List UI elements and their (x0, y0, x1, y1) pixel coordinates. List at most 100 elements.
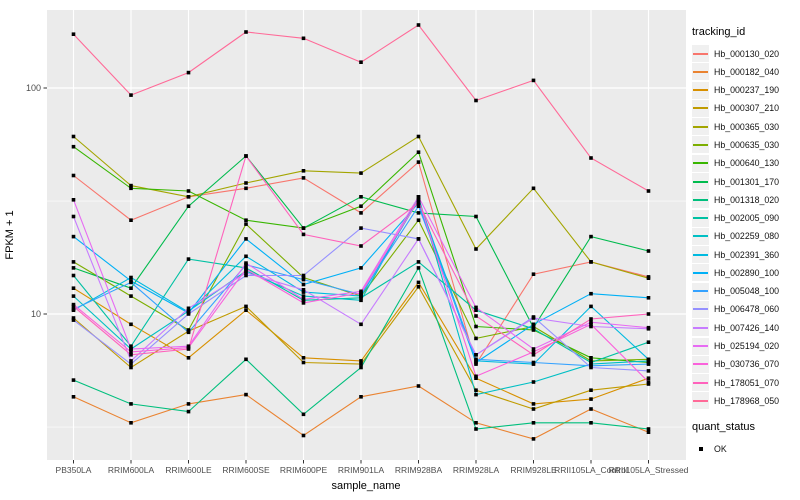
legend: tracking_id Hb_000130_020 Hb_000182_040 Hb… (692, 26, 798, 459)
data-point (301, 412, 306, 417)
series-line-icon (693, 125, 708, 128)
legend-item: Hb_002890_100 (692, 264, 798, 282)
legend-key-swatch (692, 227, 709, 245)
data-point (71, 378, 76, 382)
data-point (301, 277, 306, 282)
legend-key-swatch (692, 154, 709, 172)
legend-item: Hb_000635_030 (692, 136, 798, 154)
data-point (589, 421, 593, 425)
data-point (244, 186, 248, 191)
legend-item-label: Hb_002259_080 (714, 231, 780, 242)
legend-item-label: Hb_000307_210 (714, 103, 780, 114)
data-point (71, 266, 76, 270)
legend-item-label: Hb_002890_100 (714, 267, 780, 278)
x-tick-label: PB350LA (56, 465, 92, 475)
data-point (359, 322, 363, 327)
data-point (244, 269, 248, 273)
data-point (301, 294, 306, 298)
x-tick-label: RRIM600SE (222, 465, 270, 475)
data-point (301, 275, 306, 280)
series-line-icon (693, 253, 708, 256)
data-point (71, 134, 76, 139)
data-point (474, 98, 478, 103)
data-point (301, 282, 306, 287)
data-point (531, 380, 536, 384)
series-line-icon (693, 381, 708, 384)
data-point (71, 302, 76, 307)
data-point (186, 195, 191, 199)
legend-key-swatch (692, 99, 709, 117)
legend-key-swatch (692, 392, 709, 410)
data-point (416, 23, 421, 27)
legend-item: Hb_005048_100 (692, 282, 798, 300)
data-point (71, 214, 76, 219)
data-point (186, 70, 191, 75)
data-point (71, 395, 76, 399)
legend-key-swatch (692, 440, 709, 458)
legend-item-label: Hb_002391_360 (714, 249, 780, 260)
data-point (589, 260, 593, 264)
data-point (646, 369, 651, 373)
data-point (646, 430, 651, 434)
legend-item: Hb_000182_040 (692, 63, 798, 81)
x-tick-label: RRIM600PE (280, 465, 328, 475)
data-point (416, 211, 421, 215)
data-point (129, 275, 133, 280)
data-point (129, 402, 133, 406)
data-point (129, 280, 133, 285)
data-point (359, 298, 363, 303)
data-point (646, 380, 651, 384)
y-tick-label: 10 (31, 309, 41, 319)
legend-key-swatch (692, 118, 709, 136)
data-point (301, 232, 306, 237)
legend-item-label: Hb_000365_030 (714, 121, 780, 132)
data-point (416, 237, 421, 241)
data-point (359, 365, 363, 370)
x-tick-label: RRII105LA_Stressed (609, 465, 689, 475)
legend-key-swatch (692, 355, 709, 373)
data-point (186, 328, 191, 332)
data-point (589, 320, 593, 324)
data-point (129, 362, 133, 366)
series-line-icon (693, 308, 708, 311)
data-point (244, 273, 248, 278)
x-tick-label: RRIM928LA (453, 465, 500, 475)
data-point (301, 176, 306, 180)
legend-item-label: Hb_002005_090 (714, 213, 780, 224)
legend-item: Hb_002259_080 (692, 227, 798, 245)
data-point (301, 288, 306, 292)
data-point (244, 304, 248, 309)
legend-item-label: OK (714, 443, 727, 454)
data-point (531, 350, 536, 354)
legend-item-label: Hb_030736_070 (714, 359, 780, 370)
data-point (646, 382, 651, 386)
data-point (71, 286, 76, 290)
data-point (129, 294, 133, 298)
legend-key-swatch (692, 209, 709, 227)
legend-item: Hb_001301_170 (692, 173, 798, 191)
series-line-icon (693, 345, 708, 348)
legend-item-label: Hb_001301_170 (714, 176, 780, 187)
legend-item: Hb_030736_070 (692, 355, 798, 373)
data-point (589, 291, 593, 296)
data-point (589, 317, 593, 321)
data-point (301, 273, 306, 278)
data-point (71, 144, 76, 149)
data-point (359, 204, 363, 208)
data-point (129, 344, 133, 348)
data-point (589, 156, 593, 160)
data-point (301, 356, 306, 360)
legend-key-swatch (692, 300, 709, 318)
data-point (474, 247, 478, 251)
data-point (531, 186, 536, 191)
data-point (359, 211, 363, 215)
data-point (646, 376, 651, 380)
legend-key-swatch (692, 246, 709, 264)
data-point (71, 273, 76, 278)
axes: 100 10 PB350LA RRIM600LA RRIM600LE RRIM600SE R… (26, 83, 689, 475)
x-tick-label: RRIM928LE (510, 465, 557, 475)
legend-item: OK (692, 440, 798, 458)
series-line-icon (693, 52, 708, 55)
legend-item: Hb_000365_030 (692, 118, 798, 136)
data-point (71, 260, 76, 264)
